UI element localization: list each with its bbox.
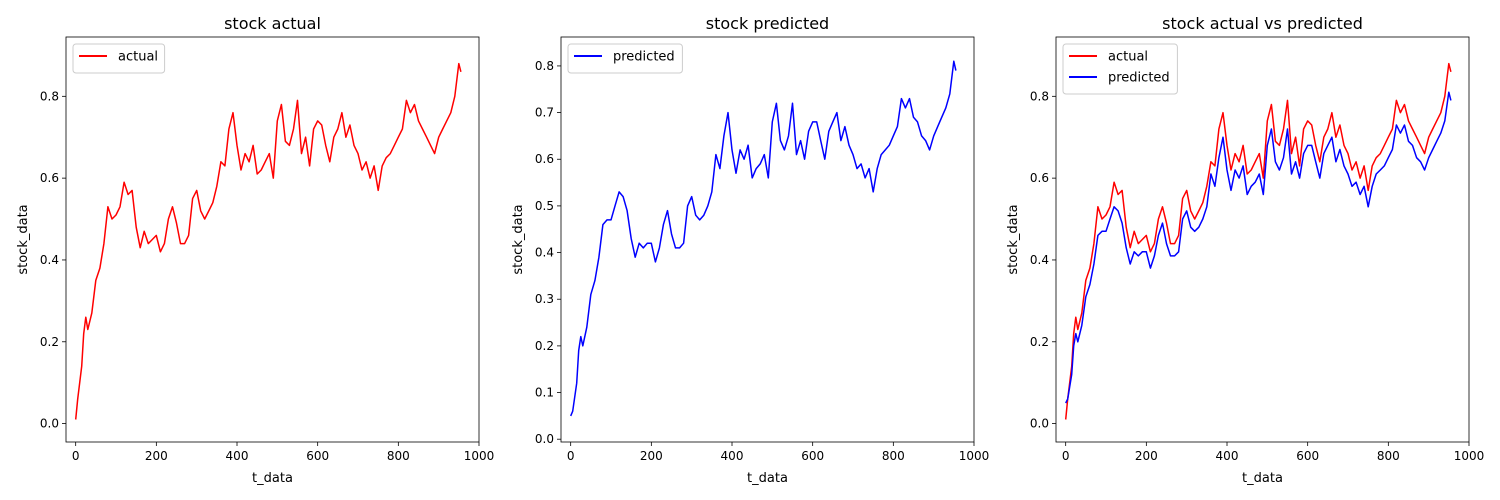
- y-tick-label: 0.6: [1030, 171, 1049, 185]
- y-tick-label: 0.6: [535, 152, 554, 166]
- y-tick-label: 0.3: [535, 292, 554, 306]
- series-line-actual: [74, 62, 462, 420]
- y-tick-label: 0.1: [535, 386, 554, 400]
- x-tick-label: 200: [145, 449, 168, 463]
- y-tick-label: 0.5: [535, 199, 554, 213]
- x-tick-label: 200: [1135, 449, 1158, 463]
- chart-title: stock actual: [224, 14, 321, 33]
- y-tick-label: 0.4: [535, 246, 554, 260]
- y-axis-label: stock_data: [511, 204, 526, 274]
- x-tick-label: 800: [387, 449, 410, 463]
- series-line-predicted: [570, 60, 957, 417]
- chart-stock-actual-vs-predicted: stock actual vs predicted t_data stock_d…: [1006, 14, 1484, 486]
- y-tick-label: 0.0: [40, 417, 59, 431]
- legend: [72, 43, 166, 74]
- legend-label-predicted: predicted: [613, 50, 675, 65]
- x-axis-label: t_data: [747, 471, 788, 486]
- y-tick-label: 0.8: [535, 59, 554, 73]
- x-axis-label: t_data: [252, 471, 293, 486]
- x-tick-label: 400: [721, 449, 744, 463]
- x-tick-label: 1000: [959, 449, 990, 463]
- x-tick-label: 400: [226, 449, 249, 463]
- axes-frame: [560, 36, 975, 443]
- y-tick-label: 0.2: [1030, 335, 1049, 349]
- legend: [567, 43, 683, 74]
- y-tick-label: 0.0: [535, 432, 554, 446]
- series-line-predicted: [1065, 91, 1452, 404]
- x-tick-label: 400: [1216, 449, 1239, 463]
- x-tick-label: 800: [1377, 449, 1400, 463]
- y-tick-label: 0.2: [535, 339, 554, 353]
- series-line-actual: [1064, 62, 1452, 420]
- y-tick-label: 0.4: [1030, 253, 1049, 267]
- y-tick-label: 0.4: [40, 253, 59, 267]
- x-tick-label: 800: [882, 449, 905, 463]
- y-tick-label: 0.8: [40, 89, 59, 103]
- x-tick-label: 1000: [464, 449, 495, 463]
- y-axis-label: stock_data: [16, 204, 31, 274]
- y-tick-label: 0.2: [40, 335, 59, 349]
- y-tick-label: 0.8: [1030, 89, 1049, 103]
- axes-frame: [65, 36, 480, 443]
- x-tick-label: 200: [640, 449, 663, 463]
- y-axis-label: stock_data: [1006, 204, 1021, 274]
- legend-label-actual: actual: [1108, 50, 1148, 65]
- x-axis-label: t_data: [1242, 471, 1283, 486]
- chart-stock-predicted: stock predicted t_data stock_data 0 200 40…: [511, 14, 989, 486]
- chart-title: stock actual vs predicted: [1162, 14, 1363, 33]
- legend-label-predicted: predicted: [1108, 71, 1170, 86]
- x-tick-label: 600: [801, 449, 824, 463]
- chart-stock-actual: stock actual t_data stock_data 0 200 400 60…: [16, 14, 494, 486]
- y-tick-label: 0.0: [1030, 417, 1049, 431]
- x-tick-label: 600: [306, 449, 329, 463]
- axes-frame: [1055, 36, 1470, 443]
- chart-title: stock predicted: [706, 14, 829, 33]
- x-tick-label: 600: [1296, 449, 1319, 463]
- x-tick-label: 1000: [1454, 449, 1485, 463]
- y-tick-label: 0.6: [40, 171, 59, 185]
- x-tick-label: 0: [1062, 449, 1070, 463]
- x-tick-label: 0: [72, 449, 80, 463]
- y-tick-label: 0.7: [535, 106, 554, 120]
- legend-label-actual: actual: [118, 50, 158, 65]
- x-tick-label: 0: [567, 449, 575, 463]
